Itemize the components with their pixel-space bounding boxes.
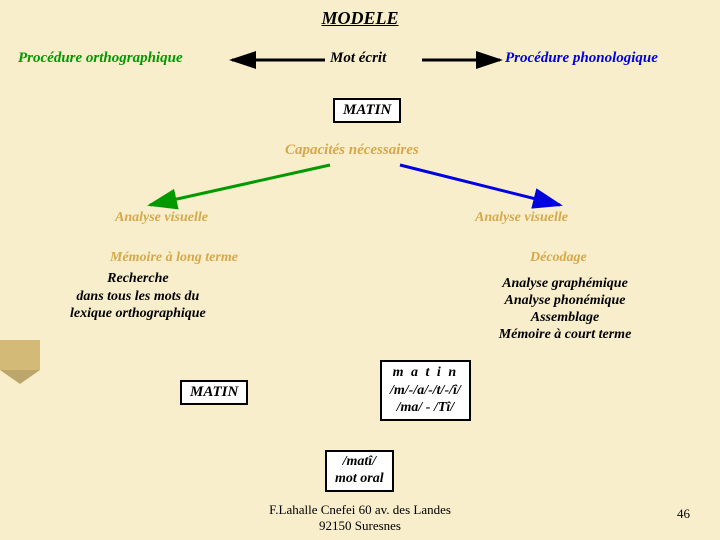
matin-box-top: MATIN [333,98,401,123]
footer: F.Lahalle Cnefei 60 av. des Landes 92150… [0,502,720,534]
decodage: Décodage [530,250,587,266]
phon-l2: /m/-/a/-/t/-/î/ [390,382,461,400]
page-number: 46 [677,506,690,522]
footer-l1: F.Lahalle Cnefei 60 av. des Landes [0,502,720,518]
mot-ecrit: Mot écrit [330,50,386,67]
analyse-visuelle-left: Analyse visuelle [115,210,208,226]
matin-box-bottom: MATIN [180,380,248,405]
recherche-l1: Recherche [70,270,206,288]
procedure-orthographique-text: Procédure orthographique [18,50,183,66]
final-box: /matî/ mot oral [325,450,394,492]
procedure-phonologique-text: Procédure phonologique [505,50,658,66]
recherche-l3: lexique orthographique [70,305,206,323]
arrow-blue [400,165,560,205]
matin-bottom-text: MATIN [190,384,238,400]
final-l1: /matî/ [335,454,384,471]
page-title: MODELE [0,8,720,29]
analyse-right-text: Analyse visuelle [475,210,568,225]
phon-l3: /ma/ - /Tî/ [390,399,461,417]
rblock-l1: Analyse graphémique [450,275,680,292]
matin-box-top-text: MATIN [343,102,391,118]
final-l2: mot oral [335,471,384,488]
phon-l1: m a t i n [390,364,461,382]
rblock-l2: Analyse phonémique [450,292,680,309]
recherche-l2: dans tous les mots du [70,288,206,306]
capacites-necessaires: Capacités nécessaires [285,142,419,159]
phonetic-box: m a t i n /m/-/a/-/t/-/î/ /ma/ - /Tî/ [380,360,471,421]
memoire-long-terme: Mémoire à long terme [110,250,238,266]
corner-fold-icon [0,340,44,389]
page-number-text: 46 [677,506,690,521]
decodage-text: Décodage [530,250,587,265]
analyse-visuelle-right: Analyse visuelle [475,210,568,226]
rblock-l4: Mémoire à court terme [450,326,680,343]
capacites-text: Capacités nécessaires [285,142,419,158]
procedure-phonologique: Procédure phonologique [505,50,658,67]
procedure-orthographique: Procédure orthographique [18,50,183,67]
mot-ecrit-text: Mot écrit [330,50,386,66]
recherche-block: Recherche dans tous les mots du lexique … [70,270,206,323]
page-title-text: MODELE [321,8,398,28]
memoire-text: Mémoire à long terme [110,250,238,265]
rblock-l3: Assemblage [450,309,680,326]
footer-l2: 92150 Suresnes [0,518,720,534]
arrow-green [150,165,330,205]
analyse-left-text: Analyse visuelle [115,210,208,225]
analyse-block: Analyse graphémique Analyse phonémique A… [450,275,680,343]
